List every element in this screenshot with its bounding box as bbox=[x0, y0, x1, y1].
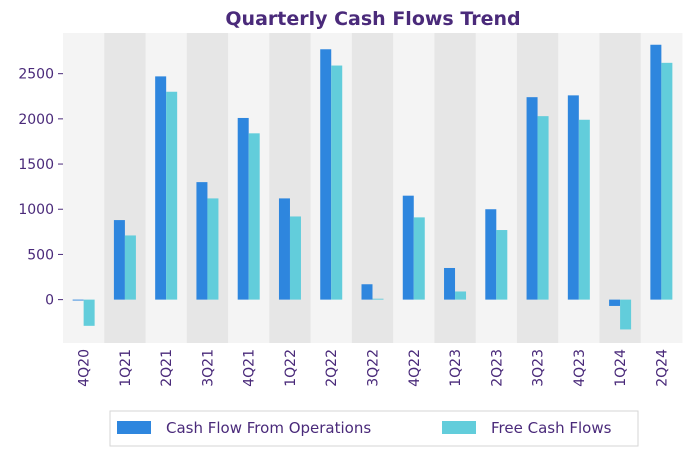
bar-cash-flow-from-operations bbox=[609, 299, 621, 306]
bar-cash-flow-from-operations bbox=[567, 95, 579, 300]
x-tick-label: 2Q22 bbox=[324, 349, 340, 387]
bar-free-cash-flows bbox=[496, 230, 508, 300]
legend-label-cfo: Cash Flow From Operations bbox=[166, 419, 371, 437]
category-band bbox=[351, 33, 394, 343]
category-band bbox=[63, 33, 105, 343]
bar-free-cash-flows bbox=[289, 216, 301, 300]
y-tick-label: 2000 bbox=[18, 112, 54, 128]
bar-cash-flow-from-operations bbox=[444, 267, 456, 300]
bar-free-cash-flows bbox=[248, 133, 260, 300]
x-tick-label: 3Q21 bbox=[200, 349, 216, 387]
category-band bbox=[599, 33, 642, 343]
x-tick-label: 2Q24 bbox=[654, 349, 670, 387]
bar-cash-flow-from-operations bbox=[361, 284, 373, 300]
legend-box bbox=[109, 410, 639, 447]
legend-label-fcf: Free Cash Flows bbox=[491, 419, 612, 437]
bar-free-cash-flows bbox=[537, 116, 549, 300]
bar-cash-flow-from-operations bbox=[278, 198, 290, 300]
bar-cash-flow-from-operations bbox=[113, 220, 125, 300]
bar-cash-flow-from-operations bbox=[402, 195, 414, 300]
y-tick-label: 0 bbox=[45, 293, 54, 309]
x-tick-label: 4Q20 bbox=[77, 349, 93, 387]
x-tick-label: 1Q22 bbox=[283, 349, 299, 387]
y-axis: 0 500 1000 1500 2000 2500 bbox=[18, 67, 63, 309]
bar-cash-flow-from-operations bbox=[526, 97, 538, 300]
x-tick-label: 2Q23 bbox=[489, 349, 505, 387]
legend: Cash Flow From Operations Free Cash Flow… bbox=[109, 410, 639, 447]
x-tick-label: 4Q22 bbox=[407, 349, 423, 387]
bar-free-cash-flows bbox=[372, 298, 384, 300]
bar-free-cash-flows bbox=[620, 299, 632, 330]
bar-cash-flow-from-operations bbox=[650, 44, 662, 300]
bar-free-cash-flows bbox=[207, 198, 219, 300]
legend-swatch-fcf bbox=[442, 421, 476, 434]
x-axis: 4Q20 1Q21 2Q21 3Q21 4Q21 1Q22 2Q22 3Q22 4Q22 1Q23… bbox=[77, 349, 671, 387]
y-tick-label: 2500 bbox=[18, 67, 54, 83]
x-tick-label: 3Q22 bbox=[366, 349, 382, 387]
bar-free-cash-flows bbox=[124, 235, 136, 300]
x-tick-label: 4Q21 bbox=[242, 349, 258, 387]
bar-group bbox=[72, 44, 673, 330]
x-tick-label: 1Q21 bbox=[118, 349, 134, 387]
bar-cash-flow-from-operations bbox=[196, 182, 208, 300]
bar-free-cash-flows bbox=[578, 119, 590, 300]
bar-free-cash-flows bbox=[83, 299, 95, 326]
bar-free-cash-flows bbox=[331, 65, 343, 300]
bar-free-cash-flows bbox=[413, 217, 425, 300]
legend-swatch-cfo bbox=[117, 421, 151, 434]
bar-cash-flow-from-operations bbox=[237, 117, 249, 300]
bar-free-cash-flows bbox=[166, 91, 178, 300]
bar-free-cash-flows bbox=[455, 291, 467, 300]
y-tick-label: 1500 bbox=[18, 157, 54, 173]
bar-cash-flow-from-operations bbox=[485, 209, 497, 300]
chart-title: Quarterly Cash Flows Trend bbox=[225, 8, 520, 30]
bar-free-cash-flows bbox=[661, 62, 673, 300]
y-tick-label: 1000 bbox=[18, 202, 54, 218]
bar-cash-flow-from-operations bbox=[320, 49, 332, 300]
x-tick-label: 2Q21 bbox=[159, 349, 175, 387]
x-tick-label: 1Q23 bbox=[448, 349, 464, 387]
category-band bbox=[434, 33, 477, 343]
bar-cash-flow-from-operations bbox=[72, 299, 84, 301]
x-tick-label: 3Q23 bbox=[531, 349, 547, 387]
x-tick-label: 4Q23 bbox=[572, 349, 588, 387]
bar-cash-flow-from-operations bbox=[155, 76, 167, 300]
x-tick-label: 1Q24 bbox=[613, 349, 629, 387]
y-tick-label: 500 bbox=[27, 247, 54, 263]
